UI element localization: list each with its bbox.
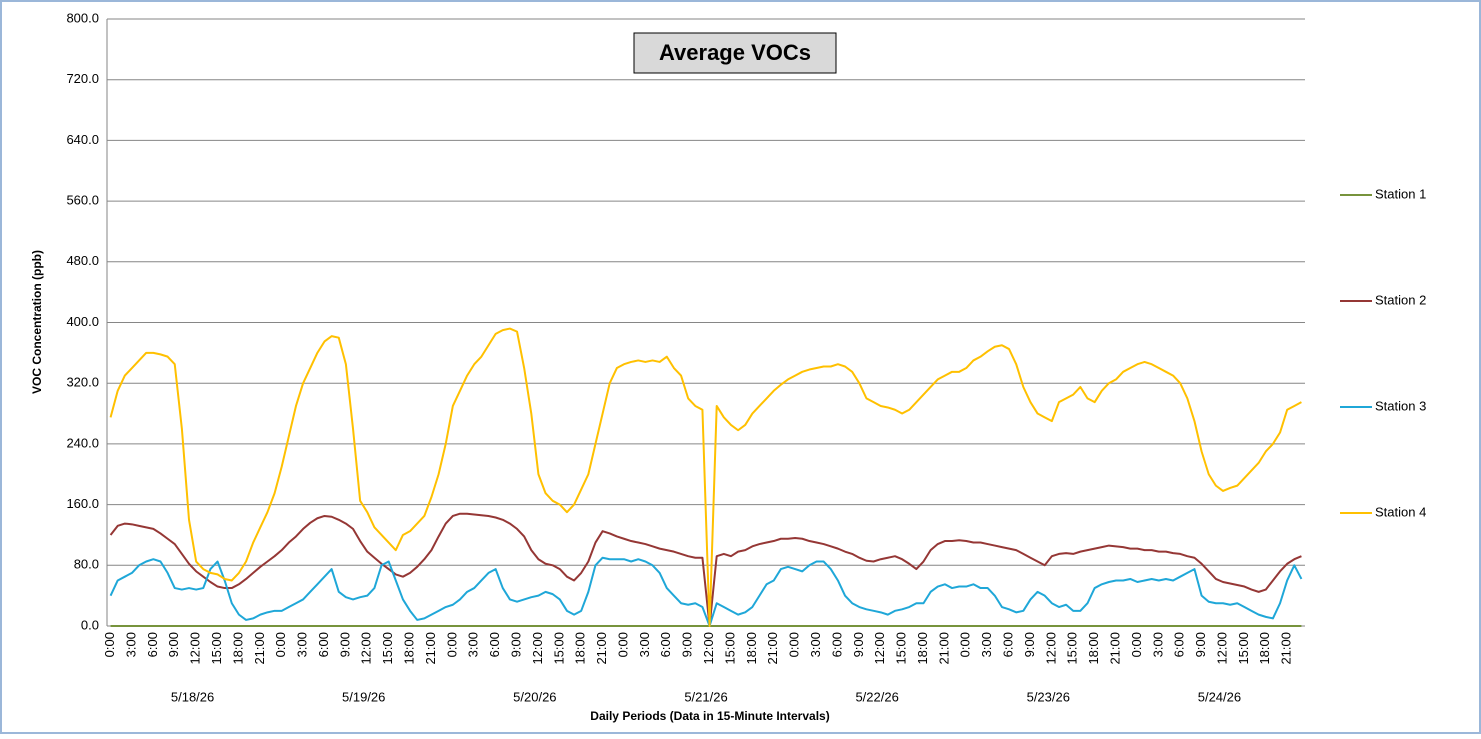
x-tick-label: 15:00 — [722, 632, 737, 665]
x-tick-label: 3:00 — [466, 632, 481, 657]
x-tick-label: 15:00 — [209, 632, 224, 665]
date-label: 5/24/26 — [1198, 689, 1241, 704]
x-tick-label: 12:00 — [872, 632, 887, 665]
x-tick-label: 18:00 — [1257, 632, 1272, 665]
x-tick-label: 0:00 — [102, 632, 117, 657]
legend-label: Station 4 — [1375, 504, 1426, 519]
y-tick-label: 80.0 — [74, 557, 99, 572]
x-tick-label: 9:00 — [166, 632, 181, 657]
date-label: 5/18/26 — [171, 689, 214, 704]
x-tick-label: 21:00 — [594, 632, 609, 665]
x-tick-label: 6:00 — [658, 632, 673, 657]
x-tick-label: 9:00 — [851, 632, 866, 657]
legend-label: Station 1 — [1375, 186, 1426, 201]
x-tick-label: 12:00 — [1043, 632, 1058, 665]
date-label: 5/21/26 — [684, 689, 727, 704]
x-tick-label: 12:00 — [530, 632, 545, 665]
x-tick-label: 12:00 — [1214, 632, 1229, 665]
x-tick-label: 3:00 — [123, 632, 138, 657]
x-tick-label: 18:00 — [402, 632, 417, 665]
legend-label: Station 3 — [1375, 398, 1426, 413]
x-tick-label: 3:00 — [808, 632, 823, 657]
x-tick-label: 21:00 — [252, 632, 267, 665]
x-tick-label: 18:00 — [1086, 632, 1101, 665]
x-tick-label: 9:00 — [508, 632, 523, 657]
x-tick-label: 15:00 — [380, 632, 395, 665]
y-tick-label: 320.0 — [66, 375, 99, 390]
x-tick-label: 21:00 — [1107, 632, 1122, 665]
x-tick-label: 3:00 — [295, 632, 310, 657]
x-tick-label: 12:00 — [701, 632, 716, 665]
x-tick-label: 15:00 — [1065, 632, 1080, 665]
date-label: 5/23/26 — [1027, 689, 1070, 704]
x-tick-label: 3:00 — [637, 632, 652, 657]
x-tick-label: 0:00 — [615, 632, 630, 657]
y-axis-title: VOC Concentration (ppb) — [30, 250, 44, 394]
date-label: 5/20/26 — [513, 689, 556, 704]
x-tick-label: 21:00 — [765, 632, 780, 665]
y-tick-label: 160.0 — [66, 496, 99, 511]
x-tick-label: 6:00 — [829, 632, 844, 657]
y-tick-label: 400.0 — [66, 314, 99, 329]
x-tick-label: 15:00 — [894, 632, 909, 665]
legend-label: Station 2 — [1375, 292, 1426, 307]
x-tick-label: 6:00 — [316, 632, 331, 657]
series-line — [109, 512, 1302, 627]
x-tick-label: 21:00 — [936, 632, 951, 665]
x-tick-label: 0:00 — [273, 632, 288, 657]
x-tick-label: 15:00 — [1236, 632, 1251, 665]
x-axis-title: Daily Periods (Data in 15-Minute Interva… — [590, 709, 829, 723]
x-tick-label: 21:00 — [423, 632, 438, 665]
x-tick-label: 0:00 — [444, 632, 459, 657]
date-label: 5/22/26 — [855, 689, 898, 704]
y-tick-label: 720.0 — [66, 71, 99, 86]
series-line — [109, 327, 1302, 627]
x-tick-label: 18:00 — [744, 632, 759, 665]
x-tick-label: 0:00 — [1129, 632, 1144, 657]
x-tick-label: 12:00 — [188, 632, 203, 665]
chart-title: Average VOCs — [659, 40, 811, 65]
x-tick-label: 15:00 — [551, 632, 566, 665]
x-tick-label: 6:00 — [1001, 632, 1016, 657]
x-tick-label: 3:00 — [979, 632, 994, 657]
x-tick-label: 6:00 — [1172, 632, 1187, 657]
x-tick-label: 12:00 — [359, 632, 374, 665]
x-tick-label: 0:00 — [958, 632, 973, 657]
x-tick-label: 9:00 — [1022, 632, 1037, 657]
y-tick-label: 480.0 — [66, 253, 99, 268]
x-tick-label: 21:00 — [1279, 632, 1294, 665]
y-tick-label: 0.0 — [81, 617, 99, 632]
x-tick-label: 9:00 — [680, 632, 695, 657]
x-tick-label: 18:00 — [915, 632, 930, 665]
series-line — [109, 556, 1303, 627]
y-tick-label: 560.0 — [66, 193, 99, 208]
x-tick-label: 3:00 — [1150, 632, 1165, 657]
x-tick-label: 9:00 — [337, 632, 352, 657]
title-box — [633, 32, 837, 74]
x-tick-label: 6:00 — [487, 632, 502, 657]
date-label: 5/19/26 — [342, 689, 385, 704]
x-tick-label: 18:00 — [573, 632, 588, 665]
y-tick-label: 240.0 — [66, 435, 99, 450]
x-tick-label: 0:00 — [787, 632, 802, 657]
y-tick-label: 800.0 — [66, 10, 99, 25]
x-tick-label: 6:00 — [145, 632, 160, 657]
y-tick-label: 640.0 — [66, 132, 99, 147]
x-tick-label: 18:00 — [230, 632, 245, 665]
x-tick-label: 9:00 — [1193, 632, 1208, 657]
